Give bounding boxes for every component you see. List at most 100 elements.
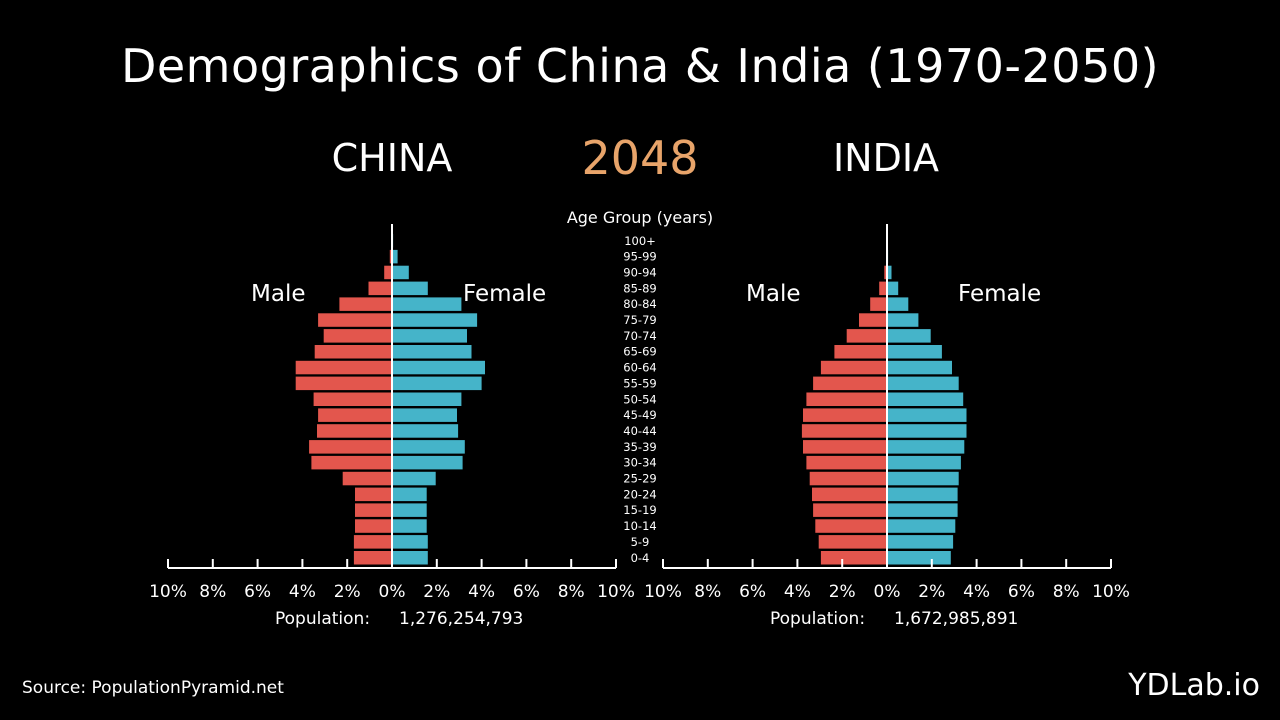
china-x-tick-label: 10% bbox=[597, 582, 635, 602]
china-male-bar-30-34 bbox=[311, 455, 392, 470]
age-group-label: 70-74 bbox=[623, 329, 656, 343]
india-female-bar-0-4 bbox=[887, 551, 951, 565]
china-female-bar-0-4 bbox=[392, 551, 428, 565]
china-male-bar-55-59 bbox=[295, 376, 392, 391]
china-female-bar-65-69 bbox=[392, 345, 472, 359]
age-group-label: 30-34 bbox=[623, 456, 656, 470]
china-x-tick-label: 0% bbox=[379, 582, 406, 602]
india-female-bar-5-9 bbox=[887, 535, 954, 549]
india-male-bar-40-44 bbox=[801, 424, 887, 438]
india-male-bar-5-9 bbox=[818, 535, 887, 549]
china-female-bar-50-54 bbox=[392, 392, 462, 406]
india-male-bar-55-59 bbox=[813, 376, 887, 391]
age-group-label: 10-14 bbox=[623, 519, 656, 533]
india-population-value: 1,672,985,891 bbox=[894, 609, 1019, 629]
china-male-bar-20-24 bbox=[355, 487, 392, 502]
age-group-label: 95-99 bbox=[623, 250, 656, 264]
china-male-bar-45-49 bbox=[318, 408, 392, 422]
china-x-tick-label: 4% bbox=[468, 582, 495, 602]
india-population-caption: Population: bbox=[770, 609, 866, 629]
india-male-label: Male bbox=[746, 281, 801, 307]
china-x-tick-label: 8% bbox=[199, 582, 226, 602]
china-female-bar-90-94 bbox=[392, 265, 409, 280]
age-group-label: 40-44 bbox=[623, 424, 656, 438]
china-male-bar-60-64 bbox=[295, 360, 392, 375]
china-female-bar-80-84 bbox=[392, 297, 462, 311]
source-text: Source: PopulationPyramid.net bbox=[22, 678, 284, 698]
india-x-tick-label: 0% bbox=[874, 582, 901, 602]
india-x-tick-label: 6% bbox=[739, 582, 766, 602]
india-female-bar-55-59 bbox=[887, 376, 959, 391]
india-female-bar-75-79 bbox=[887, 313, 919, 327]
india-x-tick-label: 4% bbox=[963, 582, 990, 602]
china-female-bar-40-44 bbox=[392, 424, 459, 438]
india-female-bar-35-39 bbox=[887, 440, 965, 454]
china-female-bar-25-29 bbox=[392, 471, 436, 486]
india-male-bar-25-29 bbox=[809, 471, 887, 486]
china-male-bar-80-84 bbox=[339, 297, 392, 311]
india-male-bar-15-19 bbox=[813, 503, 887, 517]
india-female-bar-40-44 bbox=[887, 424, 967, 438]
china-female-bar-15-19 bbox=[392, 503, 427, 517]
china-male-bar-35-39 bbox=[309, 440, 392, 454]
china-female-bar-10-14 bbox=[392, 519, 427, 533]
china-male-bar-95-99 bbox=[389, 249, 392, 264]
china-population-value: 1,276,254,793 bbox=[399, 609, 524, 629]
india-x-tick-label: 8% bbox=[1053, 582, 1080, 602]
china-male-bar-40-44 bbox=[317, 424, 392, 438]
india-x-tick-label: 10% bbox=[1092, 582, 1130, 602]
india-female-bar-60-64 bbox=[887, 360, 952, 375]
age-group-label: 60-64 bbox=[623, 361, 656, 375]
china-female-bar-85-89 bbox=[392, 281, 428, 296]
india-male-bar-70-74 bbox=[846, 329, 887, 343]
india-male-bar-85-89 bbox=[879, 281, 887, 296]
china-female-bar-70-74 bbox=[392, 329, 467, 343]
page-title: Demographics of China & India (1970-2050… bbox=[120, 39, 1160, 93]
india-male-bar-80-84 bbox=[870, 297, 887, 311]
india-female-bar-10-14 bbox=[887, 519, 956, 533]
china-male-bar-50-54 bbox=[313, 392, 392, 406]
age-group-label: 35-39 bbox=[623, 440, 656, 454]
india-x-tick-label: 4% bbox=[784, 582, 811, 602]
age-group-label: 15-19 bbox=[623, 503, 656, 517]
china-female-bar-30-34 bbox=[392, 455, 463, 470]
india-male-bar-0-4 bbox=[820, 551, 887, 565]
china-female-bar-35-39 bbox=[392, 440, 465, 454]
age-group-label: 100+ bbox=[624, 234, 656, 248]
india-male-bar-20-24 bbox=[812, 487, 887, 502]
india-male-bar-60-64 bbox=[820, 360, 887, 375]
china-female-bar-60-64 bbox=[392, 360, 485, 375]
india-female-bar-25-29 bbox=[887, 471, 959, 486]
china-male-bar-25-29 bbox=[342, 471, 392, 486]
india-x-tick-label: 2% bbox=[829, 582, 856, 602]
india-x-tick-label: 8% bbox=[694, 582, 721, 602]
india-female-label: Female bbox=[958, 281, 1042, 307]
china-title: CHINA bbox=[331, 136, 453, 180]
china-female-bar-5-9 bbox=[392, 535, 428, 549]
china-x-tick-label: 6% bbox=[244, 582, 271, 602]
china-male-bar-90-94 bbox=[384, 265, 392, 280]
india-male-bar-50-54 bbox=[806, 392, 887, 406]
china-x-tick-label: 6% bbox=[513, 582, 540, 602]
age-group-label: 0-4 bbox=[631, 551, 650, 565]
age-group-label: 20-24 bbox=[623, 487, 656, 501]
india-male-bar-75-79 bbox=[859, 313, 887, 327]
china-female-bar-20-24 bbox=[392, 487, 427, 502]
india-title: INDIA bbox=[832, 136, 940, 180]
china-male-bar-65-69 bbox=[314, 345, 392, 359]
india-population: Population: 1,672,985,891 bbox=[770, 608, 1018, 630]
india-x-tick-label: 2% bbox=[918, 582, 945, 602]
india-female-bar-30-34 bbox=[887, 455, 961, 470]
china-male-bar-5-9 bbox=[353, 535, 392, 549]
china-male-bar-15-19 bbox=[355, 503, 392, 517]
china-male-label: Male bbox=[251, 281, 306, 307]
india-female-bar-70-74 bbox=[887, 329, 931, 343]
china-female-bar-55-59 bbox=[392, 376, 482, 391]
age-group-label: 65-69 bbox=[623, 345, 656, 359]
china-female-label: Female bbox=[463, 281, 547, 307]
age-axis-title: Age Group (years) bbox=[566, 208, 714, 227]
china-x-tick-label: 8% bbox=[558, 582, 585, 602]
age-group-label: 55-59 bbox=[623, 376, 656, 390]
india-female-bar-90-94 bbox=[887, 265, 892, 280]
